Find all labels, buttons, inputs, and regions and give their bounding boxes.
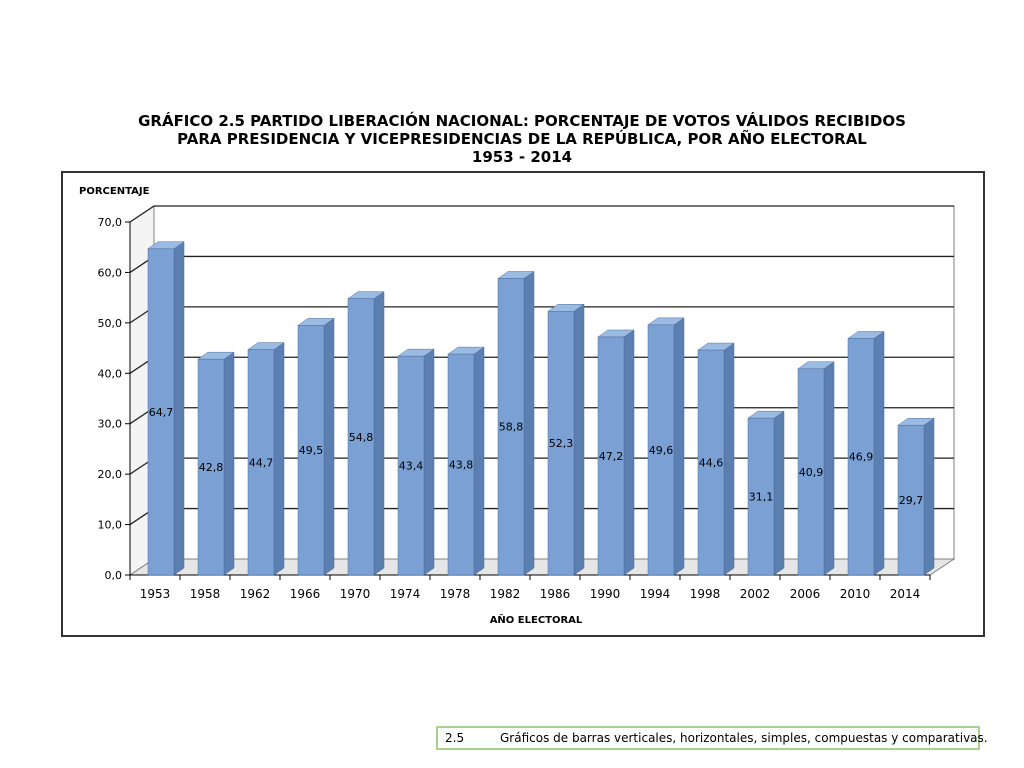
bar-side xyxy=(573,303,585,576)
bar-side xyxy=(773,410,785,576)
bar-side xyxy=(173,241,185,576)
bar-value-label: 54,8 xyxy=(349,431,374,444)
bar-value-label: 43,4 xyxy=(399,460,424,473)
bar-side xyxy=(373,291,385,576)
x-tick-label: 1982 xyxy=(490,587,521,601)
bar-value-label: 42,8 xyxy=(199,461,224,474)
y-tick-label: 70,0 xyxy=(98,216,123,229)
caption-box: 2.5 Gráficos de barras verticales, horiz… xyxy=(436,726,988,750)
bar-side xyxy=(823,361,835,576)
x-tick-label: 1970 xyxy=(340,587,371,601)
x-tick-label: 2014 xyxy=(890,587,921,601)
bar-side xyxy=(223,351,235,576)
bar-side xyxy=(673,317,685,576)
y-tick-label: 60,0 xyxy=(98,266,123,279)
bar-side xyxy=(323,317,335,576)
x-axis-title: AÑO ELECTORAL xyxy=(490,613,583,626)
bar-side xyxy=(723,342,735,576)
bar xyxy=(897,424,925,576)
x-tick-label: 1966 xyxy=(290,587,321,601)
bar xyxy=(397,355,425,576)
gridline xyxy=(129,205,954,223)
bar-value-label: 44,6 xyxy=(699,457,724,470)
chart-title-line-3: 1953 - 2014 xyxy=(471,148,573,166)
bar-side xyxy=(623,329,635,576)
caption-number: 2.5 xyxy=(445,731,465,745)
bar-value-label: 47,2 xyxy=(599,450,624,463)
y-tick-label: 50,0 xyxy=(98,317,123,330)
bar xyxy=(597,336,625,576)
bar-value-label: 49,5 xyxy=(299,444,324,457)
bar-value-label: 40,9 xyxy=(799,466,824,479)
chart-title-line-2: PARA PRESIDENCIA Y VICEPRESIDENCIAS DE L… xyxy=(177,130,867,148)
x-tick-label: 1998 xyxy=(690,587,721,601)
bar xyxy=(647,324,675,576)
bar xyxy=(497,278,525,576)
bar xyxy=(847,338,875,576)
y-tick-label: 40,0 xyxy=(98,367,123,380)
x-tick-label: 1986 xyxy=(540,587,571,601)
y-tick-label: 20,0 xyxy=(98,468,123,481)
chart-title: GRÁFICO 2.5 PARTIDO LIBERACIÓN NACIONAL:… xyxy=(0,112,1024,166)
bars xyxy=(147,241,935,576)
x-tick-label: 1958 xyxy=(190,587,221,601)
x-tick-label: 1962 xyxy=(240,587,271,601)
bar-value-label: 31,1 xyxy=(749,491,774,504)
x-tick-label: 1994 xyxy=(640,587,671,601)
bar xyxy=(747,417,775,576)
bar-side xyxy=(923,417,935,576)
bar xyxy=(247,349,275,576)
y-tick-label: 0,0 xyxy=(105,569,123,582)
x-tick-label: 1990 xyxy=(590,587,621,601)
bar xyxy=(147,248,175,576)
bar-side xyxy=(523,270,535,576)
bar xyxy=(797,368,825,576)
bar-value-label: 43,8 xyxy=(449,459,474,472)
y-tick-label: 30,0 xyxy=(98,418,123,431)
bar-value-label: 52,3 xyxy=(549,437,574,450)
chart-title-line-1: GRÁFICO 2.5 PARTIDO LIBERACIÓN NACIONAL:… xyxy=(138,112,906,130)
x-tick-label: 1953 xyxy=(140,587,171,601)
labels: 0,0 10,0 20,0 30,0 40,0 50,0 60,0 70,0 64,7 1953 4… xyxy=(98,216,924,601)
bar-value-label: 64,7 xyxy=(149,406,174,419)
bar-side xyxy=(473,346,485,576)
y-axis-title: PORCENTAJE xyxy=(79,186,150,197)
bar xyxy=(347,298,375,576)
bar-value-label: 49,6 xyxy=(649,444,674,457)
caption-text: Gráficos de barras verticales, horizonta… xyxy=(500,731,988,745)
bar-value-label: 46,9 xyxy=(849,451,874,464)
bar xyxy=(197,358,225,576)
bar xyxy=(447,353,475,576)
x-tick-label: 2002 xyxy=(740,587,771,601)
bar xyxy=(697,349,725,576)
x-tick-label: 2006 xyxy=(790,587,821,601)
x-tick-label: 1974 xyxy=(390,587,421,601)
x-tick-label: 1978 xyxy=(440,587,471,601)
bar-value-label: 29,7 xyxy=(899,494,924,507)
x-tick-label: 2010 xyxy=(840,587,871,601)
bar-value-label: 58,8 xyxy=(499,421,524,434)
y-tick-label: 10,0 xyxy=(98,519,123,532)
bar-value-label: 44,7 xyxy=(249,456,274,469)
bar-side xyxy=(873,331,885,576)
bar xyxy=(297,325,325,576)
bar xyxy=(547,311,575,576)
bar-side xyxy=(273,342,285,576)
bar-side xyxy=(423,348,435,576)
